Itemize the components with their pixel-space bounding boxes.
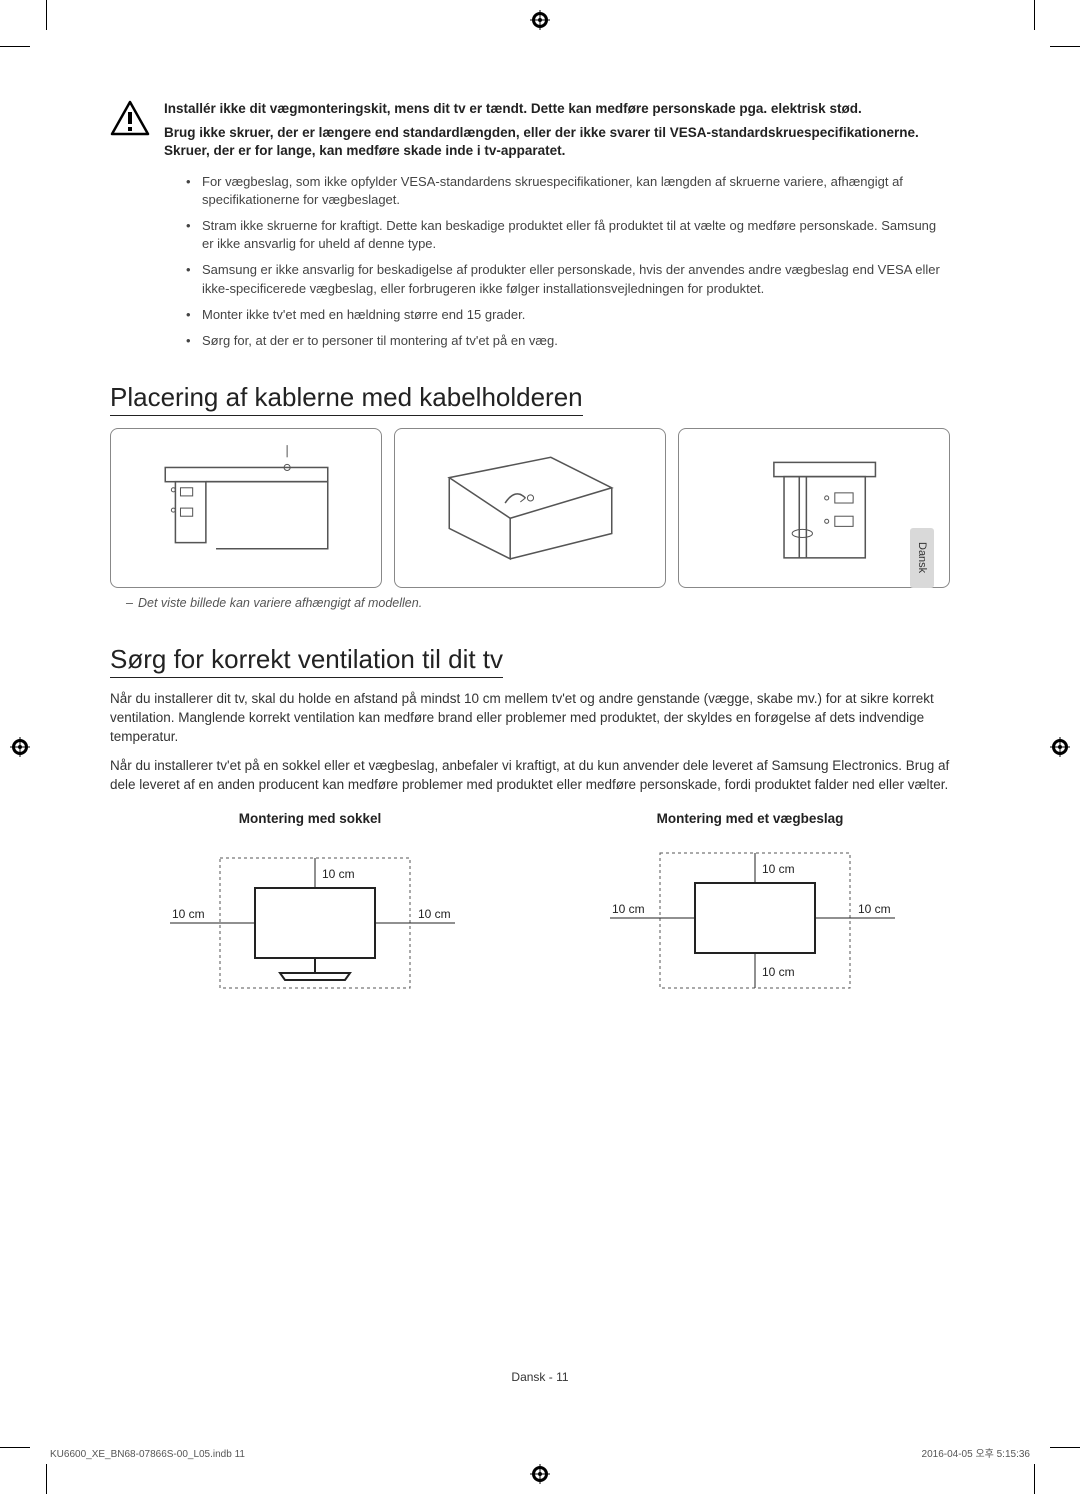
page-content: Installér ikke dit vægmonteringskit, men… bbox=[110, 100, 950, 998]
language-label: Dansk bbox=[916, 542, 928, 573]
ventilation-figures: Montering med sokkel 10 cm 10 cm bbox=[110, 811, 950, 998]
reg-mark-right bbox=[1050, 737, 1070, 757]
svg-text:10 cm: 10 cm bbox=[612, 902, 645, 916]
vent-stand-title: Montering med sokkel bbox=[239, 811, 382, 826]
cable-fig-2 bbox=[394, 428, 666, 588]
vent-stand-col: Montering med sokkel 10 cm 10 cm bbox=[110, 811, 510, 998]
vent-p2: Når du installerer tv'et på en sokkel el… bbox=[110, 757, 950, 795]
bullet-item: Monter ikke tv'et med en hældning større… bbox=[186, 306, 950, 324]
reg-mark-top bbox=[530, 10, 550, 30]
crop-line bbox=[0, 1447, 30, 1448]
footer-page: Dansk - 11 bbox=[0, 1370, 1080, 1384]
svg-text:10 cm: 10 cm bbox=[762, 965, 795, 979]
crop-line bbox=[0, 46, 30, 47]
warning-line-2: Brug ikke skruer, der er længere end sta… bbox=[164, 124, 950, 160]
section-vent-title: Sørg for korrekt ventilation til dit tv bbox=[110, 644, 503, 678]
dist-label: 10 cm bbox=[322, 867, 355, 881]
vent-wall-fig: 10 cm 10 cm 10 cm 10 cm bbox=[590, 838, 910, 998]
footer-file: KU6600_XE_BN68-07866S-00_L05.indb 11 bbox=[50, 1449, 245, 1460]
warning-bullets: For vægbeslag, som ikke opfylder VESA-st… bbox=[186, 173, 950, 351]
vent-p1: Når du installerer dit tv, skal du holde… bbox=[110, 690, 950, 747]
cable-fig-1 bbox=[110, 428, 382, 588]
vent-wall-title: Montering med et vægbeslag bbox=[657, 811, 844, 826]
figure-note: Det viste billede kan variere afhængigt … bbox=[126, 596, 950, 610]
svg-text:10 cm: 10 cm bbox=[418, 907, 451, 921]
crop-line bbox=[1034, 1464, 1035, 1494]
crop-line bbox=[46, 1464, 47, 1494]
crop-line bbox=[1050, 46, 1080, 47]
bullet-item: Samsung er ikke ansvarlig for beskadigel… bbox=[186, 261, 950, 297]
language-tab: Dansk bbox=[910, 528, 934, 588]
section-cable-title: Placering af kablerne med kabelholderen bbox=[110, 382, 583, 416]
warning-text: Installér ikke dit vægmonteringskit, men… bbox=[164, 100, 950, 167]
footer-timestamp: 2016-04-05 오후 5:15:36 bbox=[922, 1445, 1030, 1460]
svg-text:10 cm: 10 cm bbox=[172, 907, 205, 921]
reg-mark-bottom bbox=[530, 1464, 550, 1484]
warning-line-1: Installér ikke dit vægmonteringskit, men… bbox=[164, 100, 950, 118]
crop-line bbox=[1050, 1447, 1080, 1448]
vent-wall-col: Montering med et vægbeslag 10 cm 10 cm 1… bbox=[550, 811, 950, 998]
crop-line bbox=[1034, 0, 1035, 30]
svg-text:10 cm: 10 cm bbox=[858, 902, 891, 916]
warning-icon bbox=[110, 100, 150, 136]
crop-line bbox=[46, 0, 47, 30]
bullet-item: Sørg for, at der er to personer til mont… bbox=[186, 332, 950, 350]
cable-figures bbox=[110, 428, 950, 588]
bullet-item: For vægbeslag, som ikke opfylder VESA-st… bbox=[186, 173, 950, 209]
warning-block: Installér ikke dit vægmonteringskit, men… bbox=[110, 100, 950, 167]
bullet-item: Stram ikke skruerne for kraftigt. Dette … bbox=[186, 217, 950, 253]
vent-stand-fig: 10 cm 10 cm 10 cm bbox=[150, 838, 470, 998]
svg-text:10 cm: 10 cm bbox=[762, 862, 795, 876]
reg-mark-left bbox=[10, 737, 30, 757]
